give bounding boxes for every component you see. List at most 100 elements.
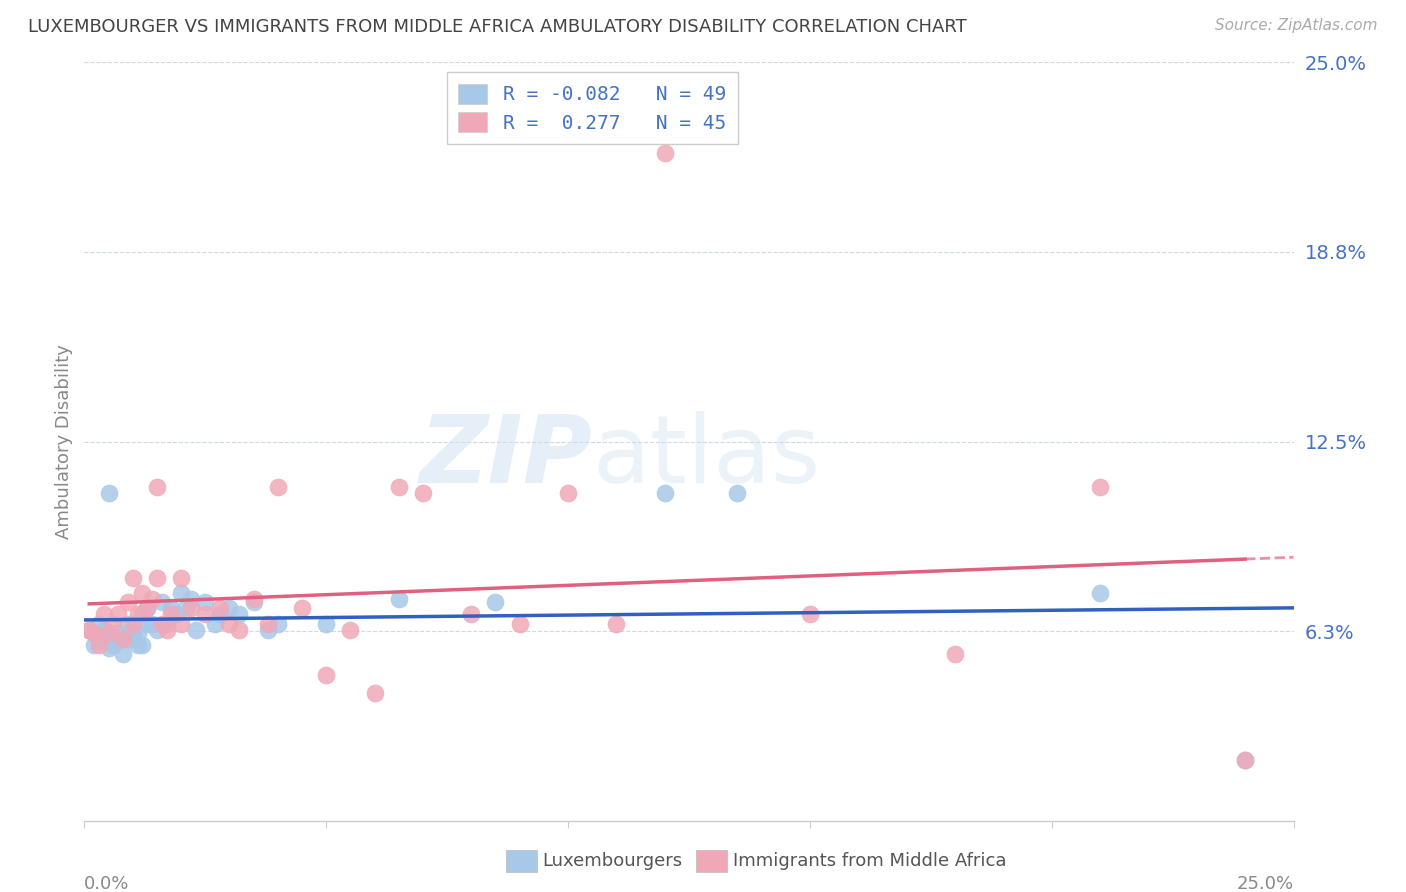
Point bbox=[107, 625, 129, 640]
Point bbox=[150, 616, 173, 631]
Point bbox=[136, 601, 159, 615]
Point bbox=[93, 623, 115, 637]
Point bbox=[103, 616, 125, 631]
Point bbox=[1088, 480, 1111, 494]
Point bbox=[146, 480, 169, 494]
Point bbox=[218, 601, 240, 615]
Text: Source: ZipAtlas.com: Source: ZipAtlas.com bbox=[1215, 18, 1378, 33]
Y-axis label: Ambulatory Disability: Ambulatory Disability bbox=[55, 344, 73, 539]
Point bbox=[257, 623, 280, 637]
Point bbox=[204, 616, 226, 631]
Point bbox=[121, 616, 143, 631]
Point bbox=[131, 607, 153, 622]
Point bbox=[228, 607, 250, 622]
Text: ZIP: ZIP bbox=[419, 410, 592, 503]
Point bbox=[121, 632, 143, 646]
Point bbox=[131, 586, 153, 600]
Text: 25.0%: 25.0% bbox=[1236, 875, 1294, 892]
Point bbox=[127, 638, 149, 652]
Point bbox=[180, 601, 202, 615]
Point bbox=[107, 632, 129, 646]
Text: 0.0%: 0.0% bbox=[84, 875, 129, 892]
Point bbox=[363, 686, 385, 700]
Point bbox=[799, 607, 821, 622]
Point bbox=[388, 480, 411, 494]
Point bbox=[228, 623, 250, 637]
Point bbox=[194, 607, 217, 622]
Point bbox=[127, 625, 149, 640]
Point bbox=[103, 632, 125, 646]
Point bbox=[97, 625, 120, 640]
Point bbox=[103, 638, 125, 652]
Point bbox=[460, 607, 482, 622]
Point bbox=[242, 592, 264, 607]
Point bbox=[112, 632, 135, 646]
Point bbox=[146, 571, 169, 585]
Point bbox=[127, 607, 149, 622]
Point bbox=[291, 601, 314, 615]
Point bbox=[150, 595, 173, 609]
Point bbox=[87, 638, 110, 652]
Point bbox=[136, 601, 159, 615]
Point bbox=[315, 668, 337, 682]
Point bbox=[165, 607, 187, 622]
Point bbox=[112, 647, 135, 661]
Point bbox=[83, 625, 105, 640]
Point bbox=[160, 601, 183, 615]
Point bbox=[174, 601, 197, 615]
Point bbox=[160, 607, 183, 622]
Point bbox=[180, 592, 202, 607]
Legend: R = -0.082   N = 49, R =  0.277   N = 45: R = -0.082 N = 49, R = 0.277 N = 45 bbox=[447, 72, 738, 145]
Point bbox=[388, 592, 411, 607]
Point bbox=[170, 586, 193, 600]
Point bbox=[1234, 753, 1257, 767]
Point bbox=[97, 486, 120, 500]
Point bbox=[83, 638, 105, 652]
Point bbox=[194, 595, 217, 609]
Point bbox=[557, 486, 579, 500]
Point bbox=[141, 616, 163, 631]
Point bbox=[93, 607, 115, 622]
Point bbox=[654, 146, 676, 161]
Point bbox=[208, 601, 231, 615]
Point bbox=[484, 595, 506, 609]
Point bbox=[412, 486, 434, 500]
Point bbox=[170, 571, 193, 585]
Point bbox=[117, 632, 139, 646]
Text: Immigrants from Middle Africa: Immigrants from Middle Africa bbox=[733, 852, 1007, 870]
Point bbox=[117, 595, 139, 609]
Point bbox=[654, 486, 676, 500]
Point bbox=[605, 616, 627, 631]
Point bbox=[1088, 586, 1111, 600]
Point bbox=[77, 623, 100, 637]
Point bbox=[943, 647, 966, 661]
Point bbox=[267, 616, 290, 631]
Point bbox=[121, 571, 143, 585]
Point bbox=[218, 616, 240, 631]
Point bbox=[242, 595, 264, 609]
Point bbox=[146, 623, 169, 637]
Point bbox=[121, 625, 143, 640]
Point bbox=[339, 623, 361, 637]
Point bbox=[87, 616, 110, 631]
Point bbox=[267, 480, 290, 494]
Point bbox=[107, 607, 129, 622]
Point bbox=[112, 632, 135, 646]
Point bbox=[1234, 753, 1257, 767]
Point bbox=[170, 616, 193, 631]
Point bbox=[97, 640, 120, 655]
Point bbox=[725, 486, 748, 500]
Point bbox=[208, 607, 231, 622]
Point bbox=[155, 623, 177, 637]
Point bbox=[97, 625, 120, 640]
Point bbox=[141, 592, 163, 607]
Point bbox=[117, 616, 139, 631]
Point bbox=[87, 632, 110, 646]
Point bbox=[184, 623, 207, 637]
Point bbox=[315, 616, 337, 631]
Point bbox=[136, 616, 159, 631]
Point bbox=[77, 623, 100, 637]
Point bbox=[131, 638, 153, 652]
Point bbox=[509, 616, 531, 631]
Text: Luxembourgers: Luxembourgers bbox=[543, 852, 683, 870]
